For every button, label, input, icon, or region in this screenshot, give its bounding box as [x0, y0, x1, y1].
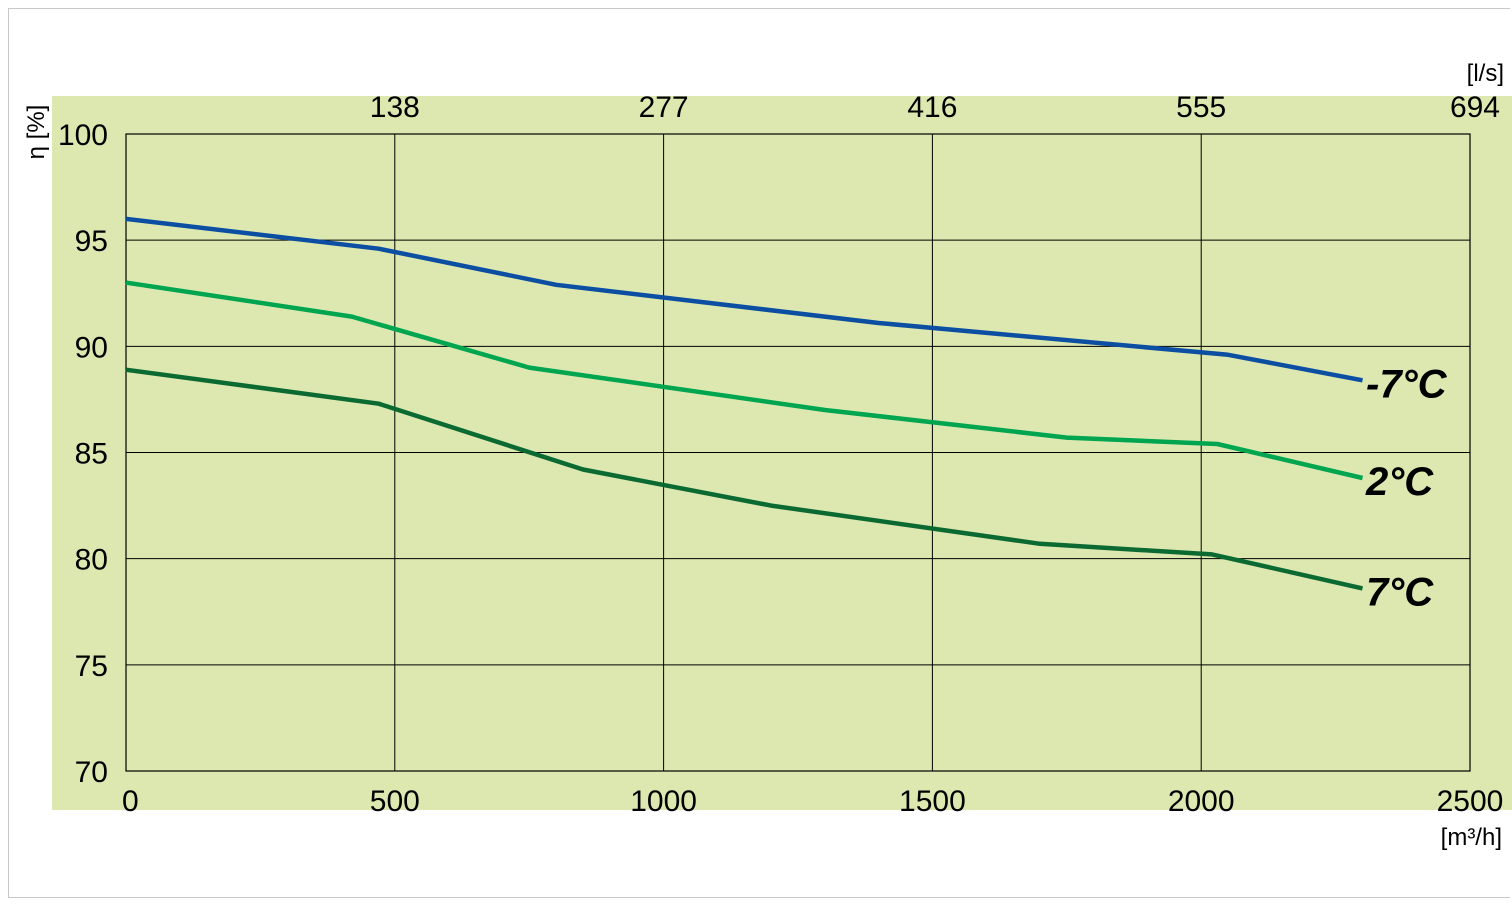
top-tick-label: 416 [907, 91, 957, 124]
series-line [125, 280, 1364, 481]
series-lines: -7°C 2°C 7°C [125, 216, 1448, 614]
top-tick-label: 555 [1176, 91, 1226, 124]
series-label: 7°C [1366, 570, 1434, 614]
y-tick-label: 75 [75, 650, 108, 683]
series-line [125, 367, 1363, 591]
x-tick-label: 1500 [899, 785, 966, 818]
grid-lines [125, 133, 1471, 772]
y-tick-label: 90 [75, 331, 108, 364]
chart-frame [8, 8, 1510, 898]
x-tick-label: 2000 [1168, 785, 1235, 818]
y-axis-label: η [%] [23, 105, 50, 160]
y-tick-label: 95 [75, 225, 108, 258]
series-label: 2°C [1365, 460, 1434, 504]
top-tick-label: 138 [370, 91, 420, 124]
y-tick-label: 100 [58, 119, 108, 152]
top-tick-label: 694 [1450, 91, 1500, 124]
x-axis-unit-bottom: [m³/h] [1441, 824, 1502, 851]
x-tick-label: 2500 [1437, 785, 1504, 818]
x-tick-label: 500 [370, 785, 420, 818]
top-tick-label: 277 [639, 91, 689, 124]
y-tick-label: 85 [75, 438, 108, 471]
x-axis-unit-top: [l/s] [1467, 60, 1504, 87]
series-label: -7°C [1366, 362, 1448, 406]
y-tick-label: 80 [75, 544, 108, 577]
x-tick-label: 0 [122, 785, 139, 818]
x-tick-label: 1000 [630, 785, 697, 818]
series-line [125, 216, 1363, 383]
y-tick-label: 70 [75, 756, 108, 789]
tick-labels: 0 500 1000 1500 2000 2500 138 277 416 555 694 70 75 8… [58, 91, 1503, 818]
